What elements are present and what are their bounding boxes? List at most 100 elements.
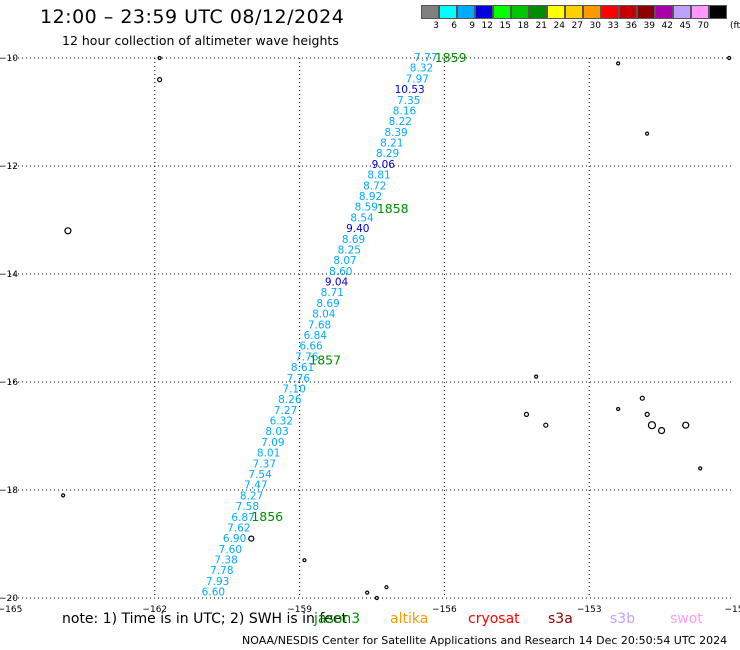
wave-height-value: 8.69 — [316, 298, 339, 310]
wave-height-value: 8.07 — [333, 255, 356, 267]
satellite-name: jason3 — [314, 611, 361, 627]
wave-height-value: 8.26 — [278, 394, 302, 406]
wave-height-value: 8.29 — [376, 148, 399, 160]
wave-height-value: 6.87 — [231, 512, 254, 524]
legend-swatches — [421, 5, 740, 19]
legend-label: 30 — [589, 21, 601, 31]
pass-label: 1856 — [251, 509, 283, 524]
legend-swatch — [583, 5, 601, 19]
satellite-name: swot — [670, 611, 703, 627]
wave-height-value: 7.27 — [274, 405, 297, 417]
pass-label: 1857 — [309, 352, 341, 367]
altimeter-track: 7.778.327.9710.537.358.168.228.398.218.2… — [202, 52, 438, 599]
y-tick-label: −16 — [0, 378, 18, 388]
island-outline — [374, 595, 379, 601]
legend-label: 27 — [571, 21, 583, 31]
note-text: note: 1) Time is in UTC; 2) SWH is in fe… — [62, 611, 348, 627]
legend-swatch — [673, 5, 691, 19]
legend-swatch — [457, 5, 475, 19]
legend-label: 36 — [625, 21, 637, 31]
wave-height-value: 7.37 — [253, 458, 276, 470]
wave-height-value: 7.78 — [210, 565, 233, 577]
wave-height-value: 7.77 — [414, 52, 437, 64]
island-outline — [302, 558, 307, 563]
legend-swatch — [547, 5, 565, 19]
wave-height-value: 9.40 — [346, 223, 369, 235]
wave-height-value: 8.01 — [257, 448, 280, 460]
island-outline — [727, 55, 732, 61]
legend-swatch — [493, 5, 511, 19]
island-outline — [60, 493, 66, 498]
map-subtitle: 12 hour collection of altimeter wave hei… — [62, 33, 339, 48]
wave-height-value: 6.84 — [304, 330, 328, 342]
wave-height-value: 8.32 — [410, 63, 433, 75]
wave-height-value: 8.61 — [291, 362, 314, 374]
pass-label: 1859 — [435, 50, 467, 65]
wave-height-value: 9.04 — [325, 277, 349, 289]
satellite-name: s3b — [610, 611, 636, 627]
wave-height-value: 6.32 — [270, 416, 293, 428]
wave-height-value: 7.60 — [219, 544, 242, 556]
legend-label: 6 — [451, 21, 457, 31]
legend-label: 3 — [433, 21, 439, 31]
island-outline — [157, 55, 162, 61]
satellite-name: s3a — [548, 611, 573, 627]
satellite-name: altika — [390, 611, 429, 627]
island-outline — [647, 421, 657, 430]
island-outline — [657, 427, 666, 435]
x-tick-label: −162 — [142, 605, 167, 615]
wave-height-value: 7.38 — [214, 555, 237, 567]
wave-height-value: 8.81 — [367, 170, 390, 182]
wave-height-value: 7.68 — [308, 319, 331, 331]
legend-label: 24 — [553, 21, 565, 31]
legend-swatch — [709, 5, 727, 19]
island-outline — [523, 411, 530, 417]
y-tick-label: −12 — [0, 162, 18, 172]
wave-height-value: 10.53 — [395, 84, 425, 96]
island-coastlines — [60, 55, 732, 601]
wave-height-value: 7.10 — [282, 383, 305, 395]
legend-label: 39 — [643, 21, 655, 31]
island-outline — [534, 374, 539, 379]
wave-height-value: 8.60 — [329, 266, 352, 278]
wave-height-value: 7.62 — [227, 522, 250, 534]
island-outline — [682, 421, 690, 429]
wave-height-value: 6.90 — [223, 533, 246, 545]
island-outline — [157, 76, 163, 83]
map-grid — [10, 57, 734, 599]
y-tick-label: −18 — [0, 486, 18, 496]
wave-height-value: 8.22 — [389, 116, 412, 128]
legend-swatch — [529, 5, 547, 19]
island-outline — [698, 466, 703, 471]
legend-swatch — [421, 5, 439, 19]
legend-swatch — [601, 5, 619, 19]
legend-label: 18 — [517, 21, 529, 31]
map-axes: −165 −162 −159 −156 −153 −15 −10 −12 −14 −16 −18 −2… — [0, 54, 740, 615]
wave-height-value: 7.97 — [406, 73, 429, 85]
island-outline — [616, 406, 621, 412]
y-tick-label: −14 — [0, 270, 18, 280]
wave-height-value: 8.03 — [265, 426, 288, 438]
legend-swatch — [511, 5, 529, 19]
wave-height-value: 7.47 — [244, 480, 267, 492]
legend-swatch — [655, 5, 673, 19]
legend-label: 12 — [481, 21, 493, 31]
legend-swatch — [565, 5, 583, 19]
map-title: 12:00 – 23:59 UTC 08/12/2024 — [40, 6, 345, 28]
wave-height-value: 7.54 — [248, 469, 272, 481]
legend-swatch — [637, 5, 655, 19]
pass-label: 1858 — [377, 201, 409, 216]
wave-height-value: 8.59 — [355, 202, 378, 214]
island-outline — [644, 411, 650, 417]
wave-height-value: 6.66 — [299, 341, 323, 353]
island-outline — [365, 590, 370, 595]
wave-height-value: 8.25 — [338, 244, 361, 256]
legend-label: 15 — [499, 21, 511, 31]
island-outline — [248, 535, 255, 542]
wave-height-value: 9.06 — [372, 159, 396, 171]
wave-height-value: 7.35 — [397, 95, 420, 107]
legend-label: 9 — [469, 21, 475, 31]
legend-swatch — [475, 5, 493, 19]
